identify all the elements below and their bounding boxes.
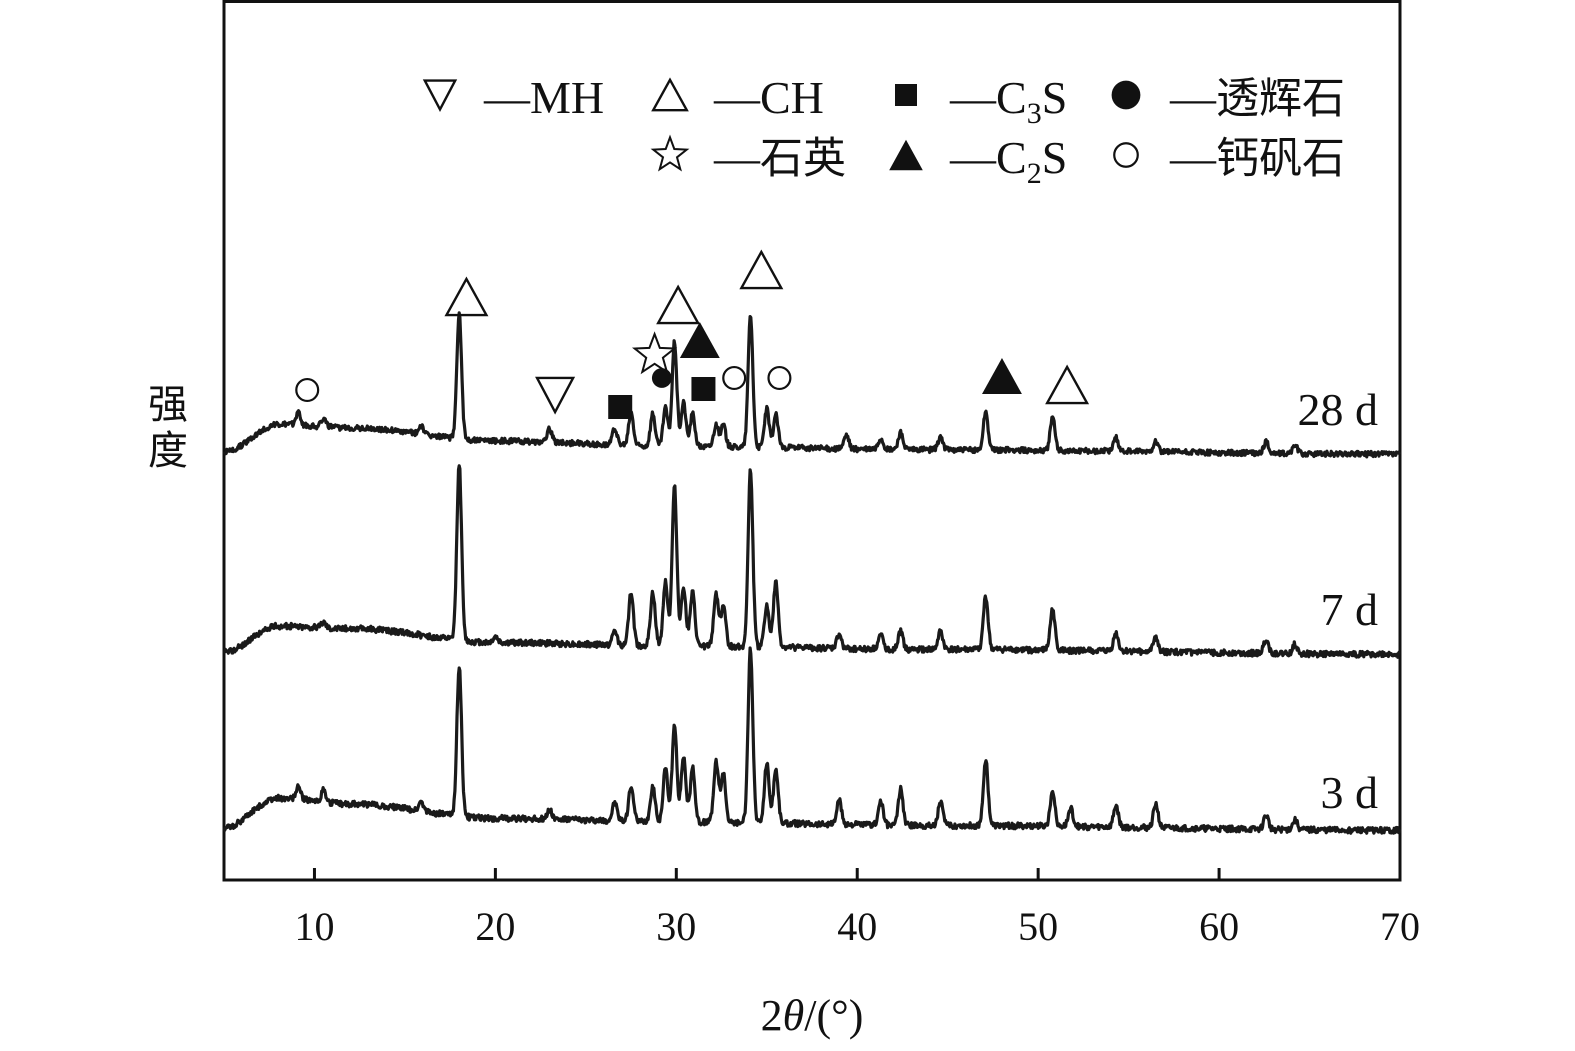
series-line — [222, 311, 1402, 459]
legend-label: —C2S — [949, 132, 1067, 190]
c3s-marker — [608, 395, 633, 419]
ettringite-marker — [722, 365, 747, 391]
x-axis-ticks: 10 20 30 40 50 60 70 — [294, 868, 1420, 949]
series-label: 28 d — [1298, 384, 1379, 435]
y-axis-label-char: 度 — [148, 428, 188, 474]
legend-label: —石英 — [713, 132, 846, 184]
y-axis-label-char: 强 — [148, 382, 188, 428]
ch-marker — [656, 284, 701, 325]
c2s-marker — [679, 321, 720, 359]
diopside-marker — [651, 368, 672, 388]
legend-ch-marker — [651, 77, 689, 112]
legend-quartz-marker — [650, 134, 690, 172]
x-tick-label: 40 — [837, 904, 877, 949]
legend-c3s-marker — [895, 84, 917, 106]
x-axis-label: 2θ/(°) — [761, 991, 864, 1040]
series-line — [222, 464, 1401, 659]
ch-marker — [1045, 364, 1090, 405]
x-tick-label: 20 — [475, 904, 515, 949]
legend-label: —透辉石 — [1169, 72, 1345, 124]
x-tick-label: 50 — [1018, 904, 1058, 949]
series-label: 3 d — [1321, 767, 1379, 818]
legend-label: —C3S — [949, 72, 1067, 130]
quartz-marker — [631, 331, 678, 375]
ettringite-marker — [295, 377, 320, 403]
mh-marker — [535, 376, 576, 415]
legend-c2s-marker — [889, 139, 923, 171]
series-7-d: 7 d — [222, 464, 1401, 659]
x-tick-label: 70 — [1380, 904, 1420, 949]
legend-label: —MH — [483, 72, 604, 123]
legend: —MH —CH —C3S —透辉石 —石英 —C2S —钙矾石 — [422, 72, 1345, 190]
series-layer: 28 d 7 d 3 d — [222, 249, 1402, 835]
ch-marker — [444, 276, 489, 317]
ettringite-marker — [767, 365, 792, 391]
legend-mh-marker — [422, 79, 458, 112]
x-tick-label: 60 — [1199, 904, 1239, 949]
legend-diopside-marker — [1111, 80, 1141, 110]
x-tick-label: 30 — [656, 904, 696, 949]
c2s-marker — [982, 357, 1022, 395]
c3s-marker — [691, 377, 716, 401]
legend-label: —CH — [713, 72, 824, 123]
legend-ettringite-marker — [1113, 142, 1139, 168]
y-axis-label: 强度 — [148, 382, 188, 474]
series-28-d: 28 d — [222, 249, 1402, 459]
plot-frame — [222, 0, 1402, 882]
series-label: 7 d — [1321, 584, 1379, 635]
legend-label: —钙矾石 — [1169, 132, 1345, 184]
series-3-d: 3 d — [222, 646, 1402, 835]
series-line — [222, 646, 1402, 835]
x-tick-label: 10 — [294, 904, 334, 949]
ch-marker — [739, 249, 784, 290]
